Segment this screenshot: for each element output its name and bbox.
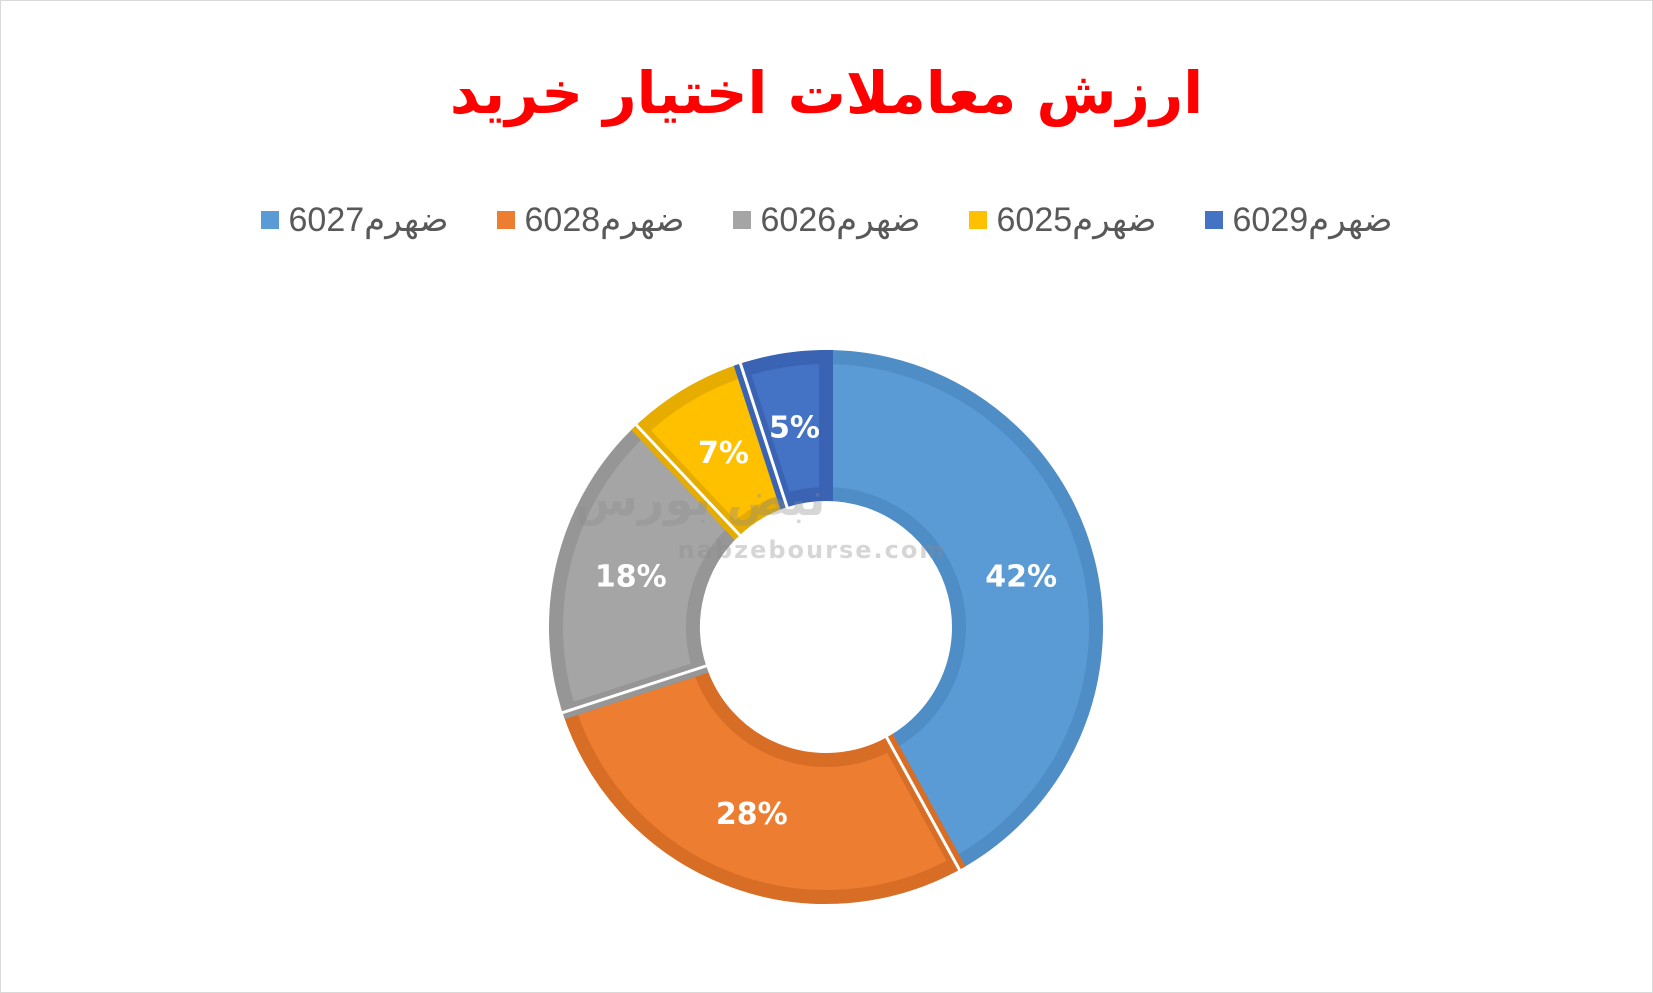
legend-label: ضهرم6028	[524, 201, 685, 239]
legend-swatch	[260, 211, 279, 229]
slice-separator	[634, 423, 742, 537]
donut-slice	[819, 349, 1103, 874]
slice-separator	[884, 735, 962, 872]
legend-item: ضهرم6028	[496, 200, 685, 240]
data-label: 7%	[698, 436, 749, 471]
data-label: 5%	[769, 410, 820, 445]
chart-title: ارزش معاملات اختیار خرید	[449, 59, 1204, 127]
slice-separator	[738, 362, 789, 509]
legend-item: ضهرم6026	[732, 200, 921, 240]
legend-item: ضهرم6025	[968, 200, 1157, 240]
legend-item: ضهرم6029	[1204, 200, 1393, 240]
slice-separator	[561, 664, 708, 715]
legend: ضهرم6027 ضهرم6028 ضهرم6026 ضهرم6025 ضهرم6029	[0, 196, 1653, 244]
legend-label: ضهرم6029	[1232, 201, 1393, 239]
donut-slices	[549, 349, 1103, 904]
data-label: 18%	[595, 559, 667, 594]
legend-label: ضهرم6027	[288, 201, 449, 239]
legend-item: ضهرم6027	[260, 200, 449, 240]
legend-swatch	[732, 211, 751, 229]
watermark-text: نبض بورس	[575, 472, 826, 526]
watermark: نبض بورس nabzebourse.com	[575, 472, 947, 564]
donut-slice	[733, 349, 833, 510]
legend-swatch	[1204, 211, 1223, 229]
legend-swatch	[496, 211, 515, 229]
legend-label: ضهرم6025	[996, 201, 1157, 239]
donut-slice	[549, 420, 745, 720]
data-label: 42%	[985, 559, 1057, 594]
legend-label: ضهرم6026	[760, 201, 921, 239]
slice-labels: 42% 28% 18% 7% 5%	[595, 410, 1057, 831]
data-label: 28%	[716, 797, 788, 832]
donut-slice	[560, 659, 966, 904]
watermark-url: nabzebourse.com	[678, 536, 947, 564]
legend-swatch	[968, 211, 987, 229]
